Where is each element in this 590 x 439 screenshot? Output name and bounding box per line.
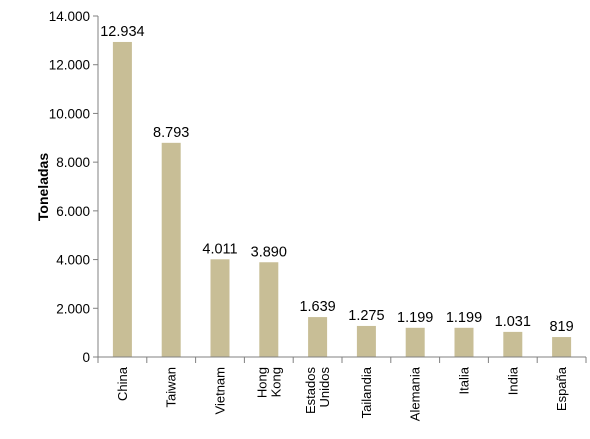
- y-tick-label: 10.000: [49, 106, 90, 121]
- category-label-line: Hong: [254, 367, 269, 398]
- y-tick-label: 4.000: [56, 253, 90, 268]
- bar-vietnam: [210, 259, 230, 357]
- bar-india: [503, 331, 523, 357]
- data-label: 1.639: [299, 299, 335, 315]
- category-label-line: Alemania: [408, 366, 423, 421]
- y-axis-title: Toneladas: [35, 153, 51, 221]
- y-tick-label: 14.000: [49, 9, 90, 24]
- data-label: 1.199: [397, 310, 433, 326]
- data-label: 4.011: [202, 241, 237, 257]
- category-label-line: Taiwan: [164, 367, 179, 407]
- category-label: Tailandia: [359, 366, 374, 418]
- data-label: 12.934: [100, 24, 144, 40]
- category-label: Alemania: [408, 366, 423, 421]
- data-label: 819: [549, 319, 573, 335]
- bar-taiwan: [161, 142, 181, 357]
- y-tick-label: 6.000: [56, 204, 90, 219]
- category-label: India: [505, 366, 520, 395]
- data-label: 8.793: [153, 125, 189, 141]
- y-axis-ticks: 0 2.000 4.000 6.000 8.000 10.000 12.000 14.000: [49, 9, 587, 365]
- bar-españa: [552, 337, 572, 357]
- category-label-line: España: [554, 366, 569, 411]
- data-labels: 12.934 8.793 4.011 3.890 1.639 1.275 1.199 1.19…: [100, 24, 573, 335]
- category-label-line: Italia: [457, 366, 472, 394]
- category-label-line: Kong: [268, 367, 283, 397]
- y-tick-label: 12.000: [49, 58, 90, 73]
- data-label: 1.031: [495, 314, 531, 330]
- category-label-line: Unidos: [317, 367, 332, 408]
- category-label-line: Vietnam: [213, 367, 228, 414]
- category-label-line: China: [115, 366, 130, 401]
- data-label: 3.890: [251, 244, 287, 260]
- bar-hong-kong: [259, 262, 279, 357]
- y-tick-label: 2.000: [56, 301, 90, 316]
- category-label: Italia: [457, 366, 472, 394]
- category-labels: China Taiwan Vietnam Hong Kong Estados Unidos T…: [115, 366, 569, 421]
- category-label: España: [554, 366, 569, 411]
- category-label: Vietnam: [213, 367, 228, 414]
- y-tick-label: 0: [82, 350, 90, 365]
- category-label: Taiwan: [164, 367, 179, 407]
- bars: [112, 41, 572, 357]
- category-label: China: [115, 366, 130, 401]
- data-label: 1.199: [446, 310, 482, 326]
- bar-china: [112, 41, 132, 357]
- category-label-line: Estados: [303, 367, 318, 414]
- bar-alemania: [405, 327, 425, 357]
- data-label: 1.275: [348, 308, 384, 324]
- bar-tailandia: [356, 325, 376, 357]
- category-label: Hong Kong: [254, 367, 283, 398]
- y-tick-label: 8.000: [56, 155, 90, 170]
- category-label: Estados Unidos: [303, 367, 332, 414]
- bar-estados-unidos: [308, 317, 328, 357]
- category-label-line: India: [505, 366, 520, 395]
- bar-italia: [454, 327, 474, 357]
- category-label-line: Tailandia: [359, 366, 374, 418]
